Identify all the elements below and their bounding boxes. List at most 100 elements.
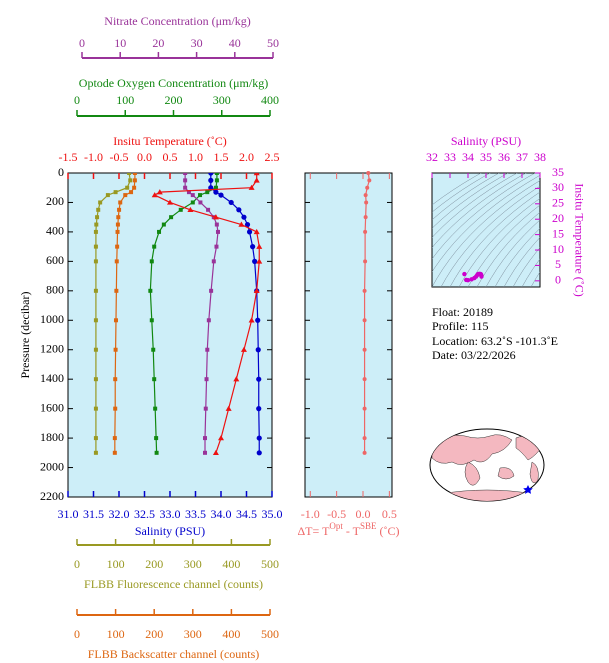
x-tick-label: 31.5 [83, 507, 104, 521]
profile-id: Profile: 115 [432, 319, 489, 333]
profile-point [93, 436, 98, 441]
x-tick-label: 0 [79, 36, 85, 50]
profile-point [205, 347, 210, 352]
x-tick-label: 400 [261, 93, 279, 107]
profile-point [255, 317, 261, 323]
density-contour [432, 175, 540, 273]
dt-label-part: ΔT= T [297, 524, 330, 538]
density-contour [440, 185, 540, 287]
profile-point [149, 318, 154, 323]
x-tick-label: 500 [261, 627, 279, 641]
x-tick-label: 0.0 [137, 150, 152, 164]
dt-point [365, 185, 370, 190]
dt-point [362, 377, 367, 382]
x-tick-label: 0 [74, 627, 80, 641]
dt-point [367, 178, 372, 183]
profile-point [154, 450, 159, 455]
x-tick-label: 20 [152, 36, 164, 50]
world-map [429, 428, 545, 502]
y-tick-label: 0 [58, 165, 64, 179]
ts-x-tick-label: 33 [444, 150, 456, 164]
y-tick-label: 400 [46, 224, 64, 238]
density-contour [503, 237, 540, 287]
x-axis-label: FLBB Fluorescence channel (counts) [84, 577, 263, 591]
ts-point [465, 278, 471, 283]
dt-label-part: - T [343, 524, 361, 538]
ts-x-axis-label: Salinity (PSU) [451, 134, 521, 148]
profile-point [211, 259, 216, 264]
x-tick-label: 500 [261, 557, 279, 571]
profile-point [241, 214, 247, 220]
density-contour [521, 258, 540, 287]
australia [497, 467, 515, 480]
profile-point [256, 376, 262, 382]
profile-point [93, 259, 98, 264]
profile-point [233, 376, 240, 382]
x-tick-label: 100 [116, 93, 134, 107]
dt-x-axis-label: ΔT= TOpt - TSBE (˚C) [297, 521, 399, 538]
density-contour [458, 198, 540, 287]
x-tick-label: 32.0 [109, 507, 130, 521]
profile-point [112, 450, 117, 455]
profile-point [218, 435, 224, 441]
y-tick-label: 200 [46, 194, 64, 208]
profile-point [256, 435, 262, 441]
x-tick-label: 100 [107, 627, 125, 641]
profile-point [186, 190, 191, 195]
dt-point [362, 436, 367, 441]
x-tick-label: 2.5 [265, 150, 280, 164]
dt-point [363, 215, 368, 220]
dt-point [362, 347, 367, 352]
profile-point [252, 258, 258, 264]
x-tick-label: 0 [74, 557, 80, 571]
profile-point [132, 173, 137, 175]
y-tick-label: 1200 [40, 341, 64, 355]
density-contour [432, 173, 536, 260]
x-tick-label: 33.5 [185, 507, 206, 521]
x-tick-label: 10 [114, 36, 126, 50]
profile-point [98, 200, 103, 205]
profile-point [115, 222, 120, 227]
ts-x-tick-label: 37 [516, 150, 528, 164]
profile-point [161, 222, 166, 227]
profile-point [250, 244, 256, 250]
x-tick-label: 33.0 [160, 507, 181, 521]
profile-point [204, 377, 209, 382]
profile-point [206, 207, 211, 212]
dt-x-tick-label: 0.0 [356, 507, 371, 521]
profile-point [151, 192, 158, 198]
profile-point [93, 244, 98, 249]
density-contour [449, 191, 540, 287]
profile-point [113, 318, 118, 323]
ts-point [479, 274, 484, 279]
profile-point [157, 229, 162, 234]
x-tick-label: 30 [191, 36, 203, 50]
profile-point [255, 347, 261, 353]
profile-point [212, 214, 219, 220]
ts-y-tick-label: 0 [555, 273, 561, 287]
profile-point [203, 450, 208, 455]
density-contour [485, 219, 540, 287]
profile-point [93, 406, 98, 411]
profile-point [125, 185, 130, 190]
x-tick-label: 35.0 [262, 507, 283, 521]
density-contour [467, 204, 540, 287]
ts-y-tick-label: 5 [555, 257, 561, 271]
dt-point [363, 259, 368, 264]
profile-point [209, 288, 214, 293]
profile-point [156, 189, 163, 195]
dt-label-part: SBE [360, 521, 377, 531]
profile-point [113, 347, 118, 352]
y-tick-label: 600 [46, 253, 64, 267]
density-contour [512, 247, 540, 287]
south-america [529, 461, 539, 484]
profile-point [206, 318, 211, 323]
profile-point [183, 178, 188, 183]
x-tick-label: -1.0 [84, 150, 103, 164]
x-axis-label: Optode Oxygen Concentration (μm/kg) [79, 76, 268, 90]
density-contour [432, 173, 518, 238]
x-tick-label: 31.0 [58, 507, 79, 521]
profile-point [115, 244, 120, 249]
profile-point [236, 207, 242, 213]
profile-point [105, 193, 110, 198]
